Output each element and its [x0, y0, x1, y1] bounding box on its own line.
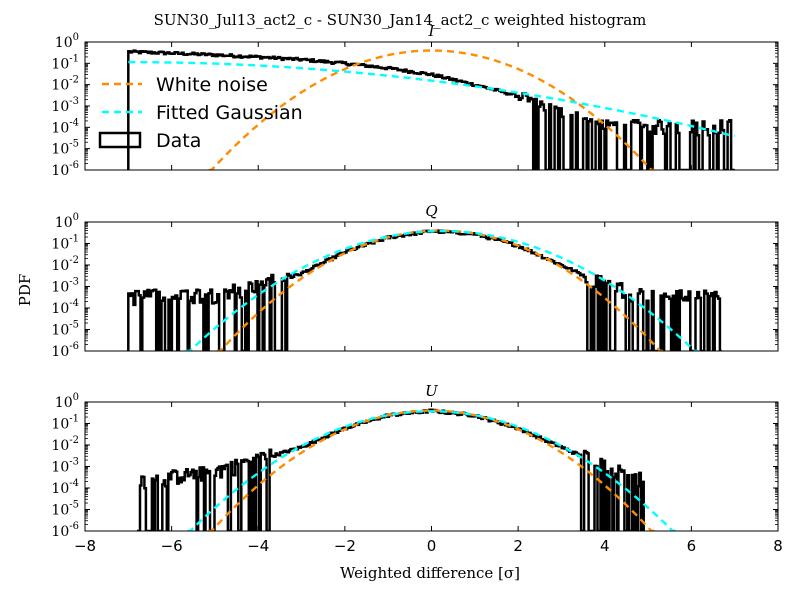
y-tick-label: 10-3 — [51, 277, 79, 296]
x-tick-label: −8 — [74, 537, 96, 555]
data-series-U — [137, 408, 645, 531]
y-tick-label: 10-6 — [51, 160, 79, 179]
white-noise-curve-I — [208, 49, 655, 170]
x-tick-label: −4 — [247, 537, 269, 555]
y-tick-label: 10-2 — [51, 435, 79, 454]
axes-frame-U — [84, 401, 779, 532]
y-tick-label: 10-2 — [51, 75, 79, 94]
panel-title-U: U — [425, 382, 439, 400]
legend-item: Fitted Gaussian — [102, 102, 303, 124]
data-series-I — [127, 49, 735, 170]
x-tick-label: 8 — [773, 537, 783, 555]
data-series-Q — [127, 229, 722, 351]
y-tick-label: 10-3 — [51, 457, 79, 476]
fitted-gaussian-curve-Q — [185, 229, 699, 351]
y-tick-label: 10-1 — [51, 234, 79, 253]
panel-title-Q: Q — [425, 202, 437, 220]
panel-title-I: I — [428, 22, 436, 40]
white-noise-curve-Q — [216, 229, 664, 351]
fitted-gaussian-curve-U — [187, 410, 676, 531]
data-histogram-Q — [127, 229, 722, 351]
x-tick-label: −2 — [334, 537, 356, 555]
legend-swatch — [98, 131, 142, 149]
y-tick-label: 10-5 — [51, 320, 79, 339]
legend-label: Fitted Gaussian — [156, 102, 303, 124]
panels: I 100 10-1 10-2 10-3 10-4 10-5 10-6 Q 100 10-1 10-2… — [51, 22, 782, 555]
y-tick-label: 100 — [55, 32, 79, 51]
x-axis-label: Weighted difference [σ] — [340, 564, 520, 582]
legend-label: Data — [156, 130, 201, 152]
white-noise-curve-U — [208, 409, 655, 531]
x-tick-label: −6 — [161, 537, 183, 555]
panel-U: U −8 −6 −4 −2 0 2 4 6 8 100 10-1 10-2 10-3 10-4 10-5 10-… — [51, 382, 782, 555]
x-tick-label: 0 — [427, 537, 437, 555]
fitted-gaussian-curve-I — [128, 60, 735, 138]
data-histogram-U — [137, 408, 645, 531]
y-tick-label: 10-4 — [51, 117, 79, 136]
panel-I: I 100 10-1 10-2 10-3 10-4 10-5 10-6 — [51, 22, 779, 179]
y-axis-label: PDF — [16, 274, 34, 307]
x-tick-label: 4 — [600, 537, 610, 555]
data-histogram-I — [127, 49, 735, 170]
y-tick-label: 10-1 — [51, 53, 79, 72]
y-tick-label: 10-5 — [51, 500, 79, 519]
y-tick-label: 10-4 — [51, 478, 79, 497]
y-tick-label: 10-3 — [51, 96, 79, 115]
y-tick-label: 10-5 — [51, 139, 79, 158]
y-tick-label: 10-6 — [51, 521, 79, 540]
y-tick-label: 100 — [55, 392, 79, 411]
y-tick-label: 10-6 — [51, 341, 79, 360]
figure-suptitle: SUN30_Jul13_act2_c - SUN30_Jan14_act2_c … — [154, 11, 647, 29]
legend-label: White noise — [156, 74, 268, 96]
panel-Q: Q 100 10-1 10-2 10-3 10-4 10-5 10-6 — [51, 202, 779, 360]
legend-item: Data — [98, 130, 201, 152]
y-tick-label: 10-1 — [51, 414, 79, 433]
legend: White noise Fitted Gaussian Data — [98, 74, 303, 152]
x-tick-label: 2 — [513, 537, 523, 555]
y-tick-label: 100 — [55, 212, 79, 231]
y-tick-label: 10-2 — [51, 255, 79, 274]
x-tick-label: 6 — [687, 537, 697, 555]
legend-item: White noise — [102, 74, 268, 96]
y-tick-label: 10-4 — [51, 298, 79, 317]
